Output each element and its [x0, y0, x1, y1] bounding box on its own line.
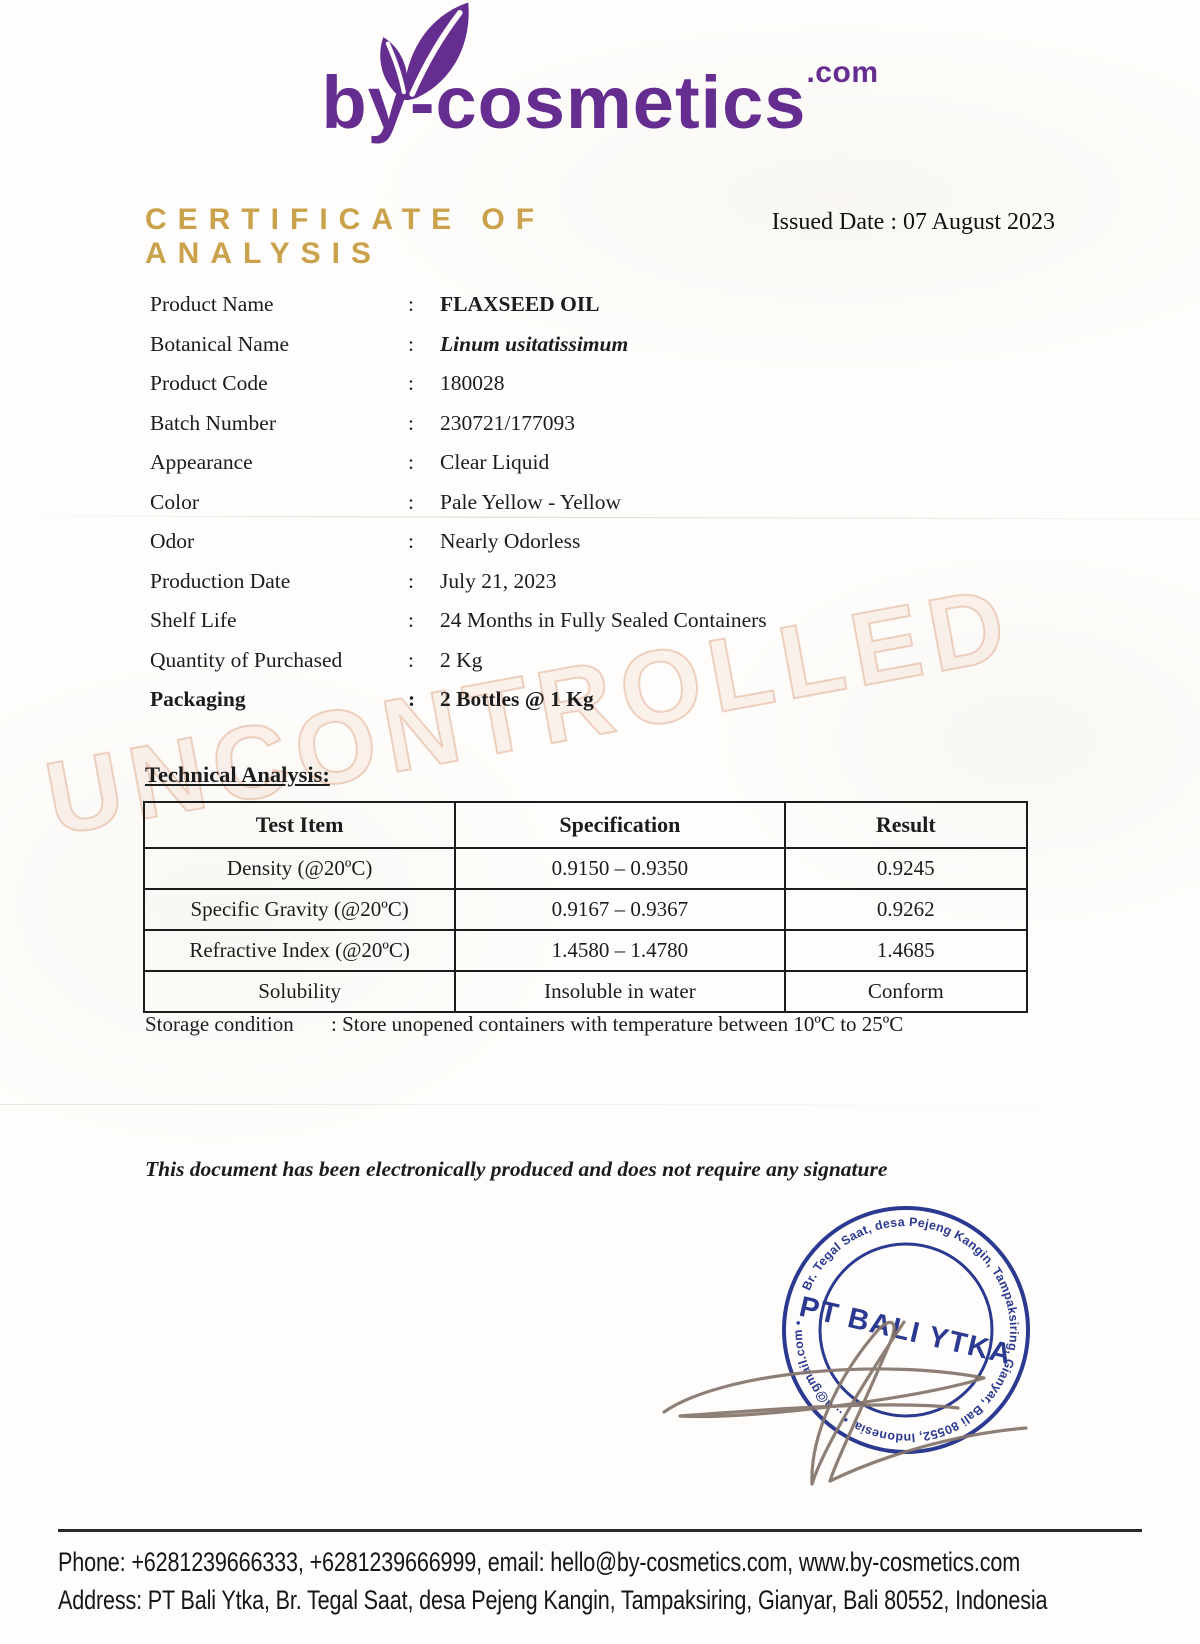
product-details: Product Name: FLAXSEED OIL Botanical Name… — [150, 285, 1090, 720]
cell-result: Conform — [783, 970, 1029, 1013]
footer-address-line: Address: PT Bali Ytka, Br. Tegal Saat, d… — [58, 1585, 1048, 1615]
cell-test-item: Refractive Index (@20ºC) — [142, 929, 457, 972]
cell-result: 0.9262 — [783, 888, 1029, 931]
detail-colon: : — [408, 331, 414, 356]
issued-date: Issued Date : 07 August 2023 — [771, 209, 1055, 235]
detail-value: 24 Months in Fully Sealed Containers — [440, 608, 767, 633]
logo: by-cosmetics.com — [0, 2, 1200, 140]
detail-label: Product Code — [150, 371, 268, 396]
signature — [662, 1320, 1028, 1486]
certificate-title: CERTIFICATE OF ANALYSIS — [145, 203, 546, 270]
cell-specification: Insoluble in water — [454, 970, 786, 1013]
detail-row-packaging: Packaging:2 Bottles @ 1 Kg — [150, 680, 1090, 720]
detail-label: Botanical Name — [150, 331, 290, 356]
cell-specification: 0.9167 – 0.9367 — [454, 888, 786, 931]
storage-label: Storage condition — [145, 1012, 294, 1036]
header-result: Result — [783, 801, 1029, 849]
detail-value: Nearly Odorless — [440, 529, 581, 554]
detail-label: Production Date — [150, 568, 291, 593]
table-row-solubility: Solubility Insoluble in water Conform — [142, 970, 1029, 1013]
detail-row-batch-number: Batch Number: 230721/177093 — [150, 404, 1090, 444]
cell-specification: 1.4580 – 1.4780 — [454, 929, 786, 972]
cell-test-item: Density (@20ºC) — [142, 847, 457, 890]
analysis-table: Test Item Specification Result Density (… — [142, 801, 1029, 1013]
leaf-icon — [380, 2, 470, 100]
detail-label: Color — [150, 489, 199, 514]
detail-value: Clear Liquid — [440, 450, 550, 475]
detail-row-shelf-life: Shelf Life: 24 Months in Fully Sealed Con… — [150, 601, 1090, 641]
detail-value: FLAXSEED OIL — [440, 292, 600, 317]
cell-test-item: Solubility — [142, 970, 457, 1013]
detail-value: Pale Yellow - Yellow — [440, 489, 621, 514]
paper-crease — [0, 1104, 1200, 1105]
header-test-item: Test Item — [142, 801, 457, 849]
detail-colon: : — [408, 568, 414, 593]
detail-label: Packaging — [150, 687, 246, 712]
detail-row-product-name: Product Name: FLAXSEED OIL — [150, 285, 1090, 325]
detail-value: 230721/177093 — [440, 410, 575, 435]
detail-row-quantity: Quantity of Purchased: 2 Kg — [150, 641, 1090, 681]
detail-row-production-date: Production Date: July 21, 2023 — [150, 562, 1090, 602]
detail-row-color: Color: Pale Yellow - Yellow — [150, 483, 1090, 523]
detail-label: Shelf Life — [150, 608, 237, 633]
detail-row-odor: Odor: Nearly Odorless — [150, 522, 1090, 562]
detail-value: 180028 — [440, 371, 505, 396]
cell-result: 0.9245 — [783, 847, 1029, 890]
detail-colon: : — [408, 292, 414, 317]
footer: Phone: +6281239666333, +6281239666999, e… — [58, 1543, 1146, 1619]
cell-test-item: Specific Gravity (@20ºC) — [142, 888, 457, 931]
table-header-row: Test Item Specification Result — [142, 801, 1029, 849]
logo-inner: by-cosmetics.com — [321, 2, 879, 140]
detail-value: July 21, 2023 — [440, 568, 557, 593]
table-row-refractive-index: Refractive Index (@20ºC) 1.4580 – 1.4780… — [142, 929, 1029, 972]
cell-specification: 0.9150 – 0.9350 — [454, 847, 786, 890]
technical-analysis-heading: Technical Analysis: — [145, 762, 330, 787]
detail-label: Appearance — [150, 450, 253, 475]
detail-colon: : — [408, 687, 416, 712]
detail-colon: : — [408, 608, 414, 633]
detail-colon: : — [408, 529, 414, 554]
footer-divider — [58, 1529, 1142, 1532]
detail-label: Odor — [150, 529, 195, 554]
table-row-specific-gravity: Specific Gravity (@20ºC) 0.9167 – 0.9367… — [142, 888, 1029, 931]
detail-colon: : — [408, 647, 414, 672]
table-row-density: Density (@20ºC) 0.9150 – 0.9350 0.9245 — [142, 847, 1029, 890]
electronic-signature-note: This document has been electronically pr… — [145, 1157, 888, 1181]
detail-value: 2 Bottles @ 1 Kg — [440, 687, 594, 712]
brand-tld: .com — [806, 56, 879, 89]
header-specification: Specification — [454, 801, 786, 849]
detail-value: Linum usitatissimum — [440, 331, 629, 356]
detail-row-botanical-name: Botanical Name: Linum usitatissimum — [150, 325, 1090, 365]
detail-colon: : — [408, 410, 414, 435]
title-row: CERTIFICATE OF ANALYSIS Issued Date : 07… — [145, 203, 1055, 271]
detail-label: Product Name — [150, 292, 274, 317]
detail-row-product-code: Product Code: 180028 — [150, 364, 1090, 404]
detail-label: Batch Number — [150, 410, 276, 435]
detail-label: Quantity of Purchased — [150, 647, 343, 672]
detail-colon: : — [408, 489, 414, 514]
footer-phone-line: Phone: +6281239666333, +6281239666999, e… — [58, 1547, 1021, 1577]
detail-row-appearance: Appearance: Clear Liquid — [150, 443, 1090, 483]
storage-condition: Storage condition : Store unopened conta… — [145, 1012, 1085, 1037]
detail-value: 2 Kg — [440, 647, 483, 672]
company-stamp: Br. Tegal Saat, desa Pejeng Kangin, Tamp… — [768, 1192, 1044, 1468]
cell-result: 1.4685 — [783, 929, 1029, 972]
detail-colon: : — [408, 371, 414, 396]
detail-colon: : — [408, 450, 414, 475]
storage-value: : Store unopened containers with tempera… — [331, 1012, 904, 1036]
